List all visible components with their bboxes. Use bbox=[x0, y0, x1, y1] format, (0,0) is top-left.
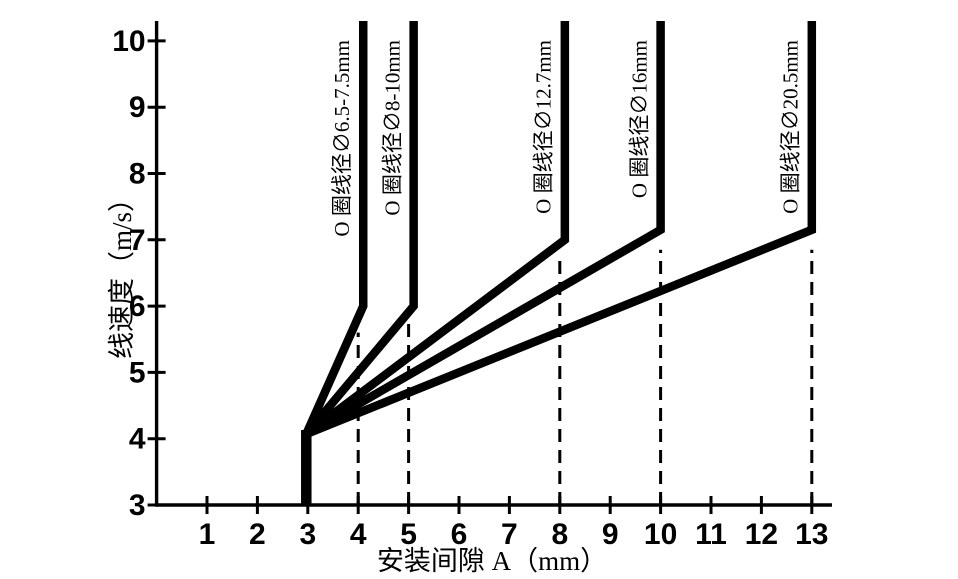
y-tick-label-6: 6 bbox=[129, 290, 146, 323]
x-tick-label-5: 5 bbox=[400, 518, 417, 551]
y-tick-label-3: 3 bbox=[129, 489, 146, 522]
y-tick-label-5: 5 bbox=[129, 356, 146, 389]
y-axis-title: 线速度（m/s） bbox=[107, 185, 137, 359]
series-label-0: O 圈线径∅6.5-7.5mm bbox=[330, 40, 354, 237]
series-label-4: O 圈线径∅20.5mm bbox=[779, 40, 803, 214]
x-tick-label-10: 10 bbox=[644, 518, 677, 551]
x-axis-title: 安装间隙 A（mm） bbox=[377, 546, 607, 576]
series-label-2: O 圈线径∅12.7mm bbox=[532, 40, 556, 214]
x-tick-label-9: 9 bbox=[602, 518, 619, 551]
x-tick-label-6: 6 bbox=[451, 518, 468, 551]
y-tick-label-9: 9 bbox=[129, 91, 146, 124]
x-tick-label-12: 12 bbox=[745, 518, 778, 551]
series-line-4 bbox=[302, 21, 817, 505]
y-tick-label-4: 4 bbox=[129, 423, 146, 456]
y-tick-label-7: 7 bbox=[129, 224, 146, 257]
y-tick-label-10: 10 bbox=[112, 25, 145, 58]
x-tick-label-1: 1 bbox=[199, 518, 216, 551]
series-label-1: O 圈线径∅8-10mm bbox=[380, 40, 404, 216]
x-tick-label-2: 2 bbox=[249, 518, 266, 551]
y-tick-label-8: 8 bbox=[129, 158, 146, 191]
x-tick-label-13: 13 bbox=[795, 518, 828, 551]
x-tick-label-4: 4 bbox=[350, 518, 367, 551]
x-tick-label-8: 8 bbox=[551, 518, 568, 551]
x-tick-label-11: 11 bbox=[695, 518, 727, 551]
x-tick-label-7: 7 bbox=[501, 518, 518, 551]
x-tick-label-3: 3 bbox=[299, 518, 316, 551]
series-label-3: O 圈线径∅16mm bbox=[627, 40, 651, 198]
